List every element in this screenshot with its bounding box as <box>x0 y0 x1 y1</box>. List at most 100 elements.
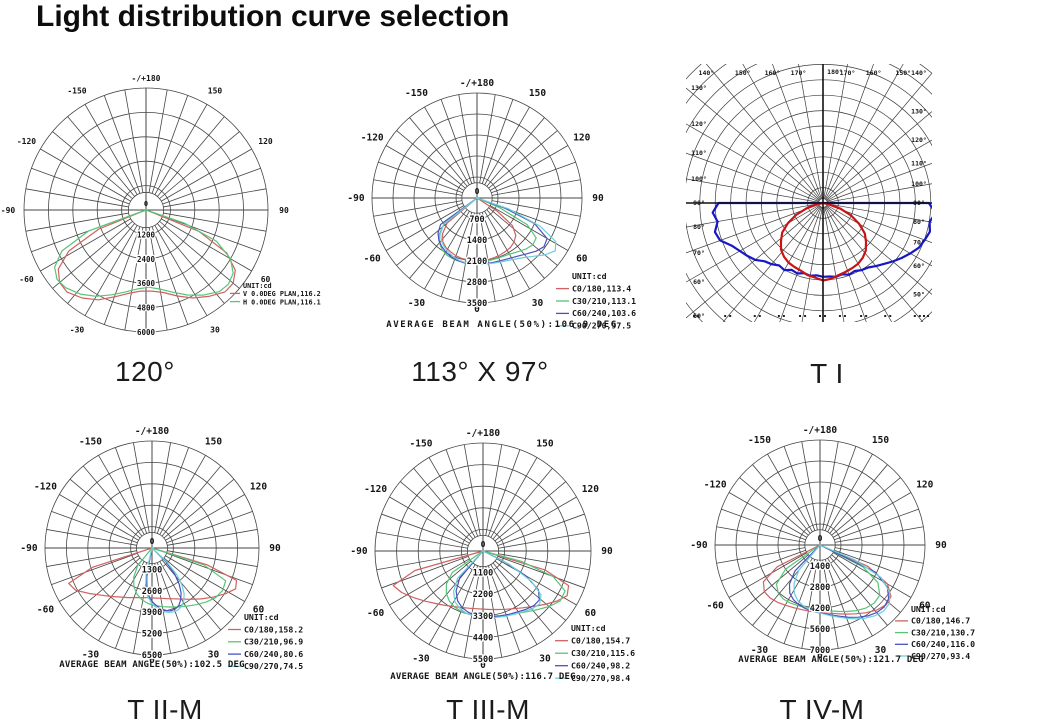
ring-value-label: 3300 <box>473 612 493 622</box>
cropped-tick-dot <box>843 315 846 317</box>
angle-tick-label: 150 <box>529 88 546 99</box>
curve-c90-270-97-5 <box>440 197 557 265</box>
curve-c30-210-96-9 <box>133 547 227 608</box>
average-beam-angle-label: AVERAGE BEAM ANGLE(50%):102.5 DEG <box>59 660 244 670</box>
cropped-tick-dot <box>860 315 863 317</box>
grid-spoke <box>115 447 148 534</box>
grid-spoke <box>487 449 521 537</box>
type-IV-M-svg: -150 150 -120 120 -90 90 -60 60 -30 30 -/+180 0 0 140… <box>690 425 975 665</box>
legend-entry-label: C90/270,97.5 <box>572 321 631 331</box>
grid-spoke <box>161 218 252 272</box>
polar-chart-beam-113x97: -150 150 -120 120 -90 90 -60 60 -30 30 -/+180 0 0 700… <box>330 58 680 351</box>
curve-c90-270-98-4 <box>453 550 542 619</box>
angle-tick-label: -120 <box>704 480 727 491</box>
edge-angle-label: 90° <box>693 199 705 207</box>
grid-spoke <box>492 468 553 540</box>
angle-tick-label-bottom: 0 <box>149 655 155 666</box>
grid-spoke <box>376 531 468 549</box>
angle-tick-label: 90 <box>592 193 604 204</box>
grid-spoke <box>400 560 472 621</box>
grid-spoke <box>84 104 138 195</box>
grid-spoke <box>378 161 463 194</box>
angle-tick-label: 120 <box>258 137 273 146</box>
angle-tick-label: 60 <box>585 608 597 619</box>
grid-spoke <box>156 562 189 649</box>
grid-spoke <box>834 547 924 564</box>
angle-tick-label: 150 <box>205 436 222 447</box>
angle-tick-label: -120 <box>17 137 36 146</box>
grid-spoke <box>831 477 901 536</box>
ring-value-label: 1300 <box>142 565 162 575</box>
grid-spoke <box>801 559 818 649</box>
angle-tick-label: 90 <box>269 543 281 554</box>
edge-angle-label: 50° <box>913 290 925 298</box>
grid-spoke <box>59 555 139 602</box>
grid-spoke <box>157 116 225 197</box>
grid-spoke <box>728 552 808 598</box>
curve-c0-180-113-4 <box>442 197 517 262</box>
center-zero-label: 0 <box>144 200 148 208</box>
grid-spoke <box>413 468 474 540</box>
cropped-tick-dot <box>865 315 868 317</box>
grid-spoke <box>157 223 225 304</box>
legend-entry-label: C90/270,98.4 <box>571 673 630 683</box>
grid-spoke <box>728 492 808 538</box>
grid-spoke <box>151 226 189 325</box>
grid-spoke <box>832 492 912 538</box>
ring-value-label: 5200 <box>142 630 162 640</box>
legend-entry-label: C30/210,113.1 <box>572 296 636 306</box>
edge-angle-label: 110° <box>911 159 927 167</box>
grid-spoke <box>25 212 129 232</box>
grid-spoke <box>491 161 576 194</box>
chart-caption-beam-113x97: 113° X 97° <box>411 356 549 387</box>
angle-tick-label: 150 <box>536 439 553 450</box>
grid-spoke <box>159 455 206 535</box>
grid-spoke <box>827 557 873 637</box>
legend-entry-label: C0/180,154.7 <box>571 636 630 646</box>
grid-spoke <box>716 547 806 564</box>
grid-spoke <box>824 559 857 644</box>
angle-tick-label: 30 <box>210 326 220 335</box>
grid-spoke <box>801 441 818 531</box>
grid-spoke <box>148 227 168 331</box>
center-zero-label: 0 <box>150 537 155 546</box>
grid-spoke <box>84 225 138 316</box>
grid-spoke <box>822 441 839 531</box>
grid-spoke <box>481 99 514 184</box>
grid-spoke <box>159 561 206 641</box>
angle-tick-label: 60 <box>261 275 271 284</box>
grid-spoke <box>767 557 813 637</box>
grid-spoke <box>827 453 873 533</box>
edge-angle-label: 130° <box>691 84 707 92</box>
cropped-tick-dot <box>758 315 761 317</box>
edge-angle-label-top: 180° <box>827 68 843 76</box>
edge-angle-label: 140° <box>699 69 715 77</box>
grid-spoke <box>491 179 581 196</box>
chart-caption-type-II-M: T II-M <box>127 694 203 725</box>
grid-spoke <box>494 481 566 542</box>
grid-spoke <box>133 442 150 533</box>
cropped-tick-dot <box>918 315 921 317</box>
edge-angle-label: 80° <box>693 223 705 231</box>
grid-spoke <box>161 559 222 631</box>
cropped-tick-dot <box>884 315 887 317</box>
grid-spoke <box>490 564 538 645</box>
cropped-tick-dot <box>824 315 826 317</box>
grid-spoke <box>154 225 208 316</box>
ring-value-label: 2800 <box>467 278 487 288</box>
grid-spoke <box>721 549 806 582</box>
curve-c60-240-116-0 <box>788 544 890 618</box>
cropped-tick-dot <box>927 315 929 317</box>
grid-spoke <box>721 508 806 541</box>
angle-tick-label: 90 <box>601 546 613 557</box>
curve-c90-270-93-4 <box>793 544 891 620</box>
grid-spoke <box>463 566 481 658</box>
polar-chart-type-I: 50° 50° 60° 60° 70° 70° 80° 80° 90° 90° 100° 100° 11… <box>681 58 1059 339</box>
legend-unit-label: UNIT:cd <box>244 612 279 622</box>
angle-tick-label: -150 <box>79 436 102 447</box>
grid-spoke <box>52 131 133 199</box>
full-grid <box>686 64 932 322</box>
chart-caption-type-I: T I <box>810 358 844 389</box>
beam-120-svg: -150 150 -120 120 -90 90 -60 60 -30 30 -/+180 0 1200… <box>1 74 321 338</box>
curve-c60-240-98-2 <box>455 550 540 618</box>
